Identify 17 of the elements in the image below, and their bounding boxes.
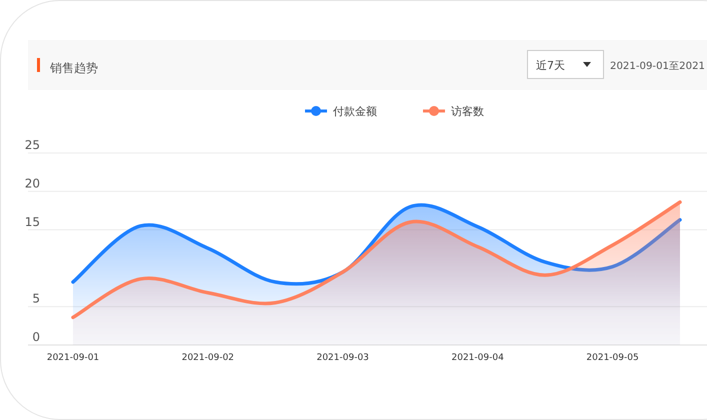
legend-label: 访客数 — [451, 105, 484, 118]
y-tick-label: 15 — [24, 214, 40, 229]
y-tick-label: 5 — [32, 292, 40, 306]
y-tick-label: 25 — [24, 138, 40, 152]
y-tick-label: 0 — [32, 330, 40, 344]
legend-item: 访客数 — [423, 105, 484, 118]
y-tick-label: 20 — [24, 176, 40, 190]
x-tick-label: 2021-09-04 — [452, 353, 504, 363]
text: 2021-09-01至2021 — [610, 61, 705, 72]
legend-label: 付款金额 — [333, 105, 377, 118]
x-tick-label: 2021-09-02 — [182, 353, 234, 363]
x-tick-label: 2021-09-03 — [316, 353, 369, 363]
dropdown: 近7天 — [527, 50, 604, 79]
x-tick-label: 2021-09-01 — [46, 353, 100, 363]
x-tick-label: 2021-09-05 — [586, 353, 639, 363]
legend-item: 付款金额 — [305, 105, 377, 118]
chart-title: 销售趋势 — [49, 61, 98, 75]
